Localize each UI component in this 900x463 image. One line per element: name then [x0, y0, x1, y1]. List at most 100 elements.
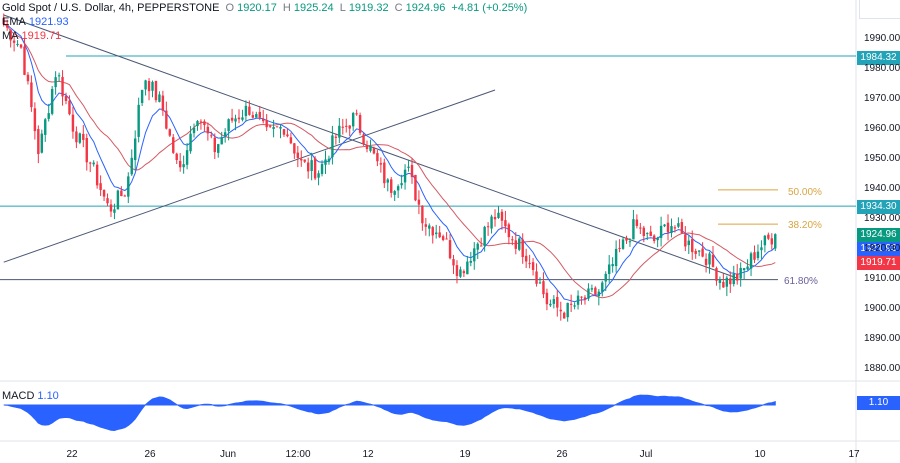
candle-body: [725, 277, 729, 287]
level-mid-tag: 1934.30: [857, 200, 900, 214]
ma-value: 1919.71: [21, 30, 62, 42]
candle-body: [234, 118, 237, 122]
candle-body: [441, 236, 445, 240]
candle-body: [26, 74, 30, 82]
candle-body: [192, 127, 196, 134]
candle-body: [123, 195, 127, 197]
candle-body: [528, 263, 531, 265]
candle-body: [113, 209, 116, 213]
candle-body: [64, 95, 68, 102]
candle-body: [677, 223, 680, 227]
candle-body: [268, 125, 272, 127]
candle-body: [151, 81, 154, 91]
candle-body: [410, 164, 414, 178]
candle-body: [632, 219, 635, 240]
candle-body: [258, 111, 261, 118]
candle-body: [594, 287, 597, 295]
candle-body: [376, 153, 379, 162]
candle-body: [531, 262, 535, 271]
candle-body: [327, 158, 331, 162]
ema-legend[interactable]: EMA 1921.93: [2, 16, 72, 29]
candle-body: [296, 152, 300, 158]
candle-body: [628, 241, 632, 243]
candle-body: [82, 133, 85, 140]
ma-legend[interactable]: MA 1919.71: [2, 30, 64, 43]
candle-body: [673, 227, 677, 229]
candle-body: [386, 179, 389, 183]
candle-body: [573, 305, 576, 307]
chart-settings-corner[interactable]: [859, 0, 900, 19]
candle-body: [774, 234, 777, 249]
candle-body: [601, 282, 604, 292]
candle-body: [514, 240, 517, 249]
candle-body: [753, 252, 756, 260]
candle-body: [417, 199, 421, 205]
candle-body: [2, 18, 5, 25]
price-tick-label: 1950.00: [864, 153, 900, 164]
low-value: 1919.32: [348, 2, 389, 14]
symbol-title[interactable]: Gold Spot / U.S. Dollar, 4h, PEPPERSTONE: [2, 2, 220, 14]
candle-body: [428, 225, 431, 229]
candle-body: [196, 121, 199, 127]
candle-body: [116, 190, 120, 210]
candle-body: [542, 281, 545, 295]
candle-body: [47, 113, 50, 119]
open-value: 1920.17: [237, 2, 277, 14]
candle-body: [756, 251, 760, 259]
candle-body: [511, 239, 514, 241]
candle-body: [120, 190, 123, 197]
price-tick-label: 1920.00: [864, 243, 900, 254]
candle-body: [241, 117, 244, 120]
candle-body: [742, 268, 746, 271]
candle-body: [251, 115, 255, 118]
candle-body: [621, 239, 625, 249]
candle-body: [746, 266, 749, 270]
candle-body: [708, 253, 711, 265]
candle-body: [348, 125, 351, 129]
change-value: +4.81 (+0.25%): [451, 2, 528, 14]
candle-body: [538, 282, 542, 284]
candle-body: [403, 169, 407, 183]
candle-body: [75, 131, 78, 143]
time-tick-label: Jul: [639, 449, 653, 460]
candle-body: [760, 247, 763, 251]
candle-body: [5, 24, 9, 28]
candle-body: [303, 159, 306, 162]
candle-body: [732, 273, 735, 285]
candle-body: [189, 133, 192, 152]
candle-body: [272, 127, 275, 129]
candle-body: [147, 80, 151, 92]
candle-body: [223, 132, 227, 136]
candle-body: [566, 302, 569, 318]
candle-body: [227, 119, 230, 132]
macd-legend[interactable]: MACD 1.10: [2, 390, 62, 403]
candle-body: [372, 148, 376, 154]
candle-body: [40, 133, 43, 153]
ema-label: EMA: [2, 16, 26, 28]
candle-body: [694, 250, 697, 254]
candle-body: [691, 239, 694, 253]
price-tick-label: 1970.00: [864, 93, 900, 104]
candle-body: [445, 238, 448, 240]
symbol-legend: Gold Spot / U.S. Dollar, 4h, PEPPERSTONE…: [2, 2, 530, 15]
candle-body: [469, 260, 473, 263]
candle-body: [462, 271, 466, 274]
ma-line: [3, 23, 776, 299]
candle-body: [310, 160, 313, 172]
candle-body: [590, 288, 594, 290]
high-value: 1925.24: [293, 2, 334, 14]
candle-body: [763, 235, 767, 246]
candle-body: [767, 234, 770, 239]
candle-body: [130, 157, 133, 175]
candle-body: [383, 162, 386, 184]
candle-body: [144, 80, 147, 90]
macd-value-tag: 1.10: [857, 396, 900, 410]
candle-body: [701, 248, 704, 257]
candle-body: [237, 117, 241, 120]
candle-body: [23, 46, 26, 75]
open-label: O: [225, 2, 235, 14]
price-tick-label: 1980.00: [864, 63, 900, 74]
candle-body: [89, 162, 92, 164]
candle-body: [137, 104, 140, 137]
